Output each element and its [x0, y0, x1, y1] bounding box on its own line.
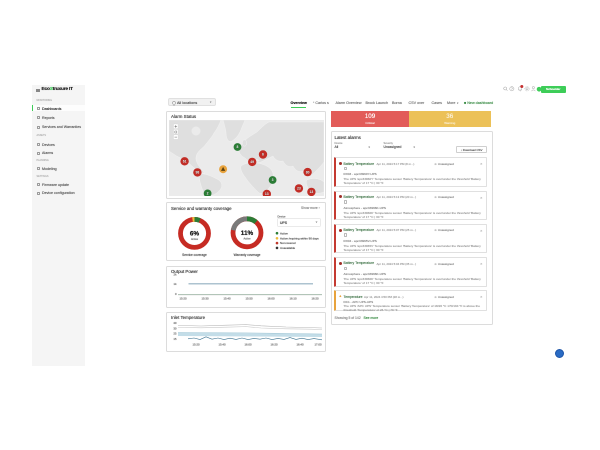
svg-text:15:50: 15:50 — [246, 296, 253, 300]
svg-text:98: 98 — [196, 171, 200, 175]
svg-text:UPS: UPS — [280, 221, 288, 225]
svg-text:6: 6 — [262, 153, 264, 157]
svg-text:30: 30 — [173, 326, 177, 330]
svg-text:Unavailable: Unavailable — [280, 246, 295, 250]
svg-text:Device: Device — [278, 215, 286, 219]
svg-text:15:20: 15:20 — [193, 342, 200, 346]
svg-text:Active /expiring within 90 day: Active /expiring within 90 days — [280, 236, 319, 240]
svg-text:8: 8 — [237, 145, 239, 149]
svg-text:16:10: 16:10 — [290, 296, 297, 300]
svg-text:0: 0 — [175, 292, 177, 296]
svg-text:23: 23 — [297, 187, 301, 191]
svg-text:49: 49 — [250, 160, 254, 164]
svg-text:1k: 1k — [174, 282, 178, 286]
svg-text:6%: 6% — [190, 230, 200, 237]
svg-text:Service coverage: Service coverage — [182, 253, 207, 257]
svg-text:15:40: 15:40 — [219, 342, 226, 346]
svg-text:80: 80 — [306, 170, 310, 174]
svg-text:16:00: 16:00 — [245, 342, 252, 346]
svg-text:Active: Active — [280, 231, 288, 235]
svg-text:17:00: 17:00 — [315, 342, 322, 346]
svg-text:2: 2 — [207, 192, 209, 196]
svg-text:15:30: 15:30 — [202, 296, 209, 300]
svg-text:2k: 2k — [174, 272, 178, 276]
svg-text:3: 3 — [272, 178, 274, 182]
svg-text:13: 13 — [310, 190, 314, 194]
svg-text:16:00: 16:00 — [268, 296, 275, 300]
svg-text:11%: 11% — [241, 230, 254, 237]
svg-text:16:40: 16:40 — [297, 342, 304, 346]
svg-text:15: 15 — [173, 337, 177, 341]
svg-text:Active: Active — [191, 237, 199, 241]
svg-text:Not covered: Not covered — [280, 241, 296, 245]
svg-text:Warranty coverage: Warranty coverage — [234, 253, 261, 257]
svg-text:25: 25 — [173, 331, 177, 335]
svg-text:15:40: 15:40 — [224, 296, 231, 300]
svg-text:40: 40 — [173, 321, 177, 325]
svg-text:15:20: 15:20 — [180, 296, 187, 300]
svg-text:16:20: 16:20 — [271, 342, 278, 346]
svg-text:61: 61 — [183, 160, 187, 164]
svg-text:Active: Active — [243, 236, 251, 240]
svg-text:13: 13 — [265, 192, 269, 196]
svg-text:16:20: 16:20 — [312, 296, 319, 300]
